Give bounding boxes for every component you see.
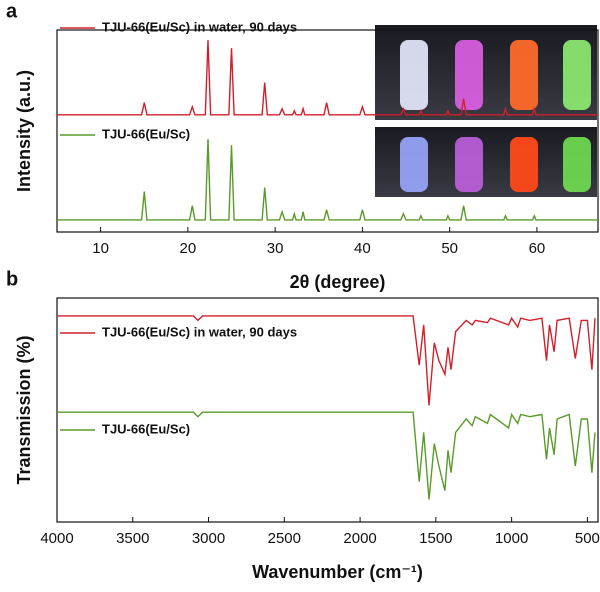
x-tick-label: 1500 [419, 530, 452, 547]
x-tick-label: 2000 [343, 530, 376, 547]
x-tick-label: 10 [92, 240, 109, 257]
legend-label: TJU-66(Eu/Sc) [102, 126, 190, 141]
data-line [57, 40, 598, 116]
legend-label: TJU-66(Eu/Sc) in water, 90 days [102, 19, 297, 34]
data-line [57, 411, 596, 500]
panel-letter: b [6, 268, 18, 290]
x-tick-label: 20 [180, 240, 197, 257]
x-tick-label: 3500 [116, 530, 149, 547]
x-tick-label: 4000 [40, 530, 73, 547]
inset-photo-1 [375, 25, 597, 120]
x-tick-label: 50 [441, 240, 458, 257]
x-tick-label: 1000 [495, 530, 528, 547]
x-tick-label: 500 [575, 530, 600, 547]
x-tick-label: 60 [529, 240, 546, 257]
x-axis-label: 2θ (degree) [290, 272, 386, 292]
data-line [57, 315, 596, 406]
y-axis-label: Transmission (%) [14, 335, 34, 484]
x-tick-label: 2500 [268, 530, 301, 547]
x-tick-label: 3000 [192, 530, 225, 547]
panel-letter: a [6, 0, 18, 22]
x-tick-label: 40 [354, 240, 371, 257]
x-tick-label: 30 [267, 240, 284, 257]
legend-label: TJU-66(Eu/Sc) in water, 90 days [102, 324, 297, 339]
legend-label: TJU-66(Eu/Sc) [102, 421, 190, 436]
y-axis-label: Intensity (a.u.) [14, 70, 34, 192]
plot-frame [56, 297, 599, 523]
inset-photo-2 [375, 127, 597, 197]
x-axis-label: Wavenumber (cm⁻¹) [252, 562, 423, 582]
data-line [57, 139, 598, 221]
plot-frame [56, 29, 599, 233]
